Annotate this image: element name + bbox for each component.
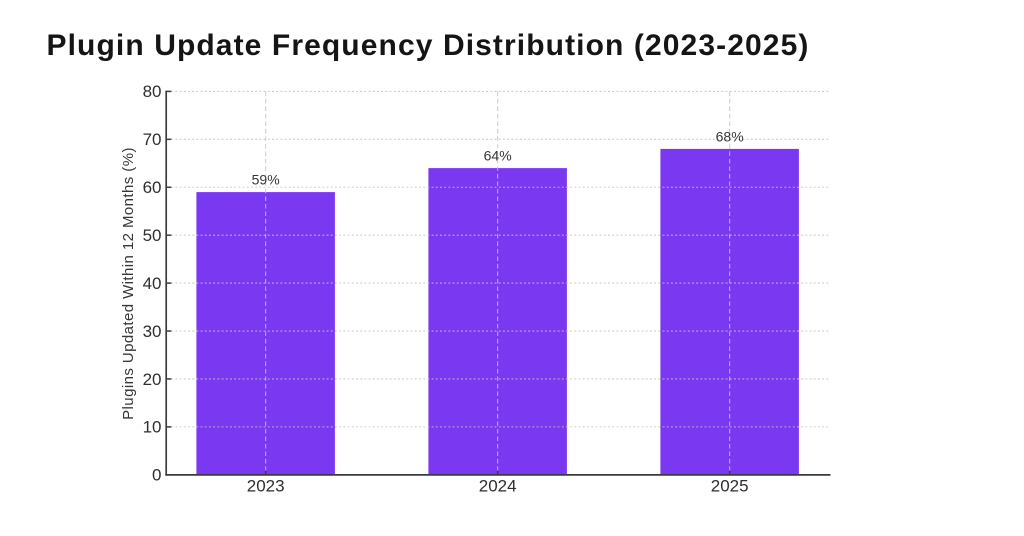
svg-text:2023: 2023 [247,476,285,495]
svg-text:Plugins Updated Within 12 Mont: Plugins Updated Within 12 Months (%) [120,147,137,420]
svg-text:10: 10 [143,418,162,437]
svg-text:59%: 59% [252,172,280,188]
svg-text:64%: 64% [484,148,512,164]
svg-text:70: 70 [143,130,162,149]
svg-text:50: 50 [143,226,162,245]
svg-text:2024: 2024 [479,476,517,495]
svg-text:40: 40 [143,274,162,293]
svg-text:68%: 68% [716,128,744,144]
svg-text:2025: 2025 [711,476,749,495]
svg-text:60: 60 [143,178,162,197]
svg-text:30: 30 [143,322,162,341]
svg-text:0: 0 [152,466,161,485]
svg-text:80: 80 [143,82,162,101]
svg-text:20: 20 [143,370,162,389]
